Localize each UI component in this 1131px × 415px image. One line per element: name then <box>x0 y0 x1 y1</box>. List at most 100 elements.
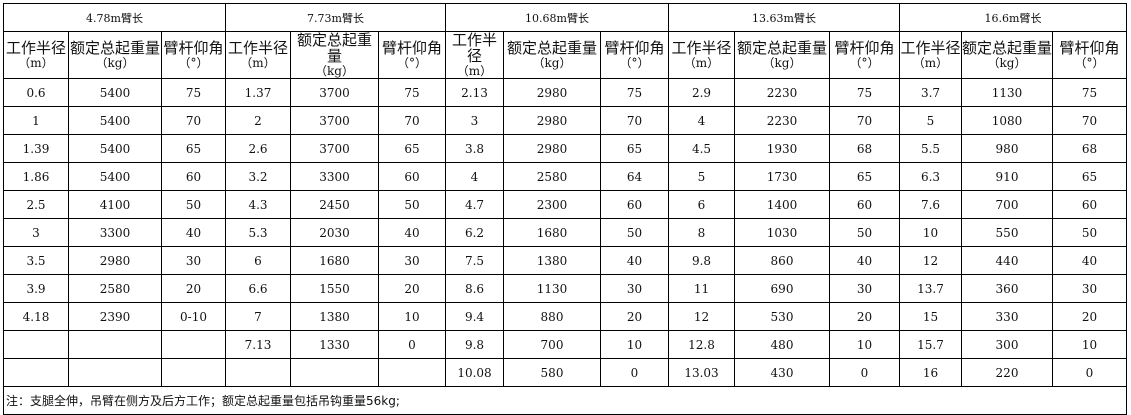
working-radius-cell: 4.3 <box>225 190 291 219</box>
working-radius-cell: 5 <box>668 162 735 191</box>
table-row: 4.18 2390 0-10 7 1380 10 9.4 880 20 12 530 20 15 330 2… <box>3 302 1127 331</box>
column-header: 臂杆仰角 （°） <box>161 31 226 79</box>
column-header-row: 工作半径 （m） 额定总起重量 （kg） 臂杆仰角 （°） 工作半径 （m） 额定总起重量 （kg… <box>3 31 1127 79</box>
rated-load-cell: 3700 <box>290 78 379 107</box>
column-header-label: 额定总起重量 <box>962 39 1053 57</box>
working-radius-cell: 5.5 <box>899 134 962 163</box>
working-radius-cell <box>3 330 69 359</box>
boom-angle-cell: 70 <box>829 106 900 135</box>
boom-angle-cell: 65 <box>829 162 900 191</box>
boom-angle-cell: 60 <box>378 162 446 191</box>
rated-load-cell: 430 <box>734 358 830 387</box>
boom-angle-cell: 68 <box>1052 134 1127 163</box>
working-radius-cell: 13.7 <box>899 274 962 303</box>
column-header: 臂杆仰角 （°） <box>1052 31 1127 79</box>
working-radius-cell: 15 <box>899 302 962 331</box>
boom-angle-cell: 30 <box>378 246 446 275</box>
working-radius-cell: 6.3 <box>899 162 962 191</box>
working-radius-cell: 6 <box>668 190 735 219</box>
rated-load-cell: 300 <box>961 330 1053 359</box>
table-row: 1.86 5400 60 3.2 3300 60 4 2580 64 5 1730 65 6.3 910 6… <box>3 162 1127 191</box>
boom-angle-cell: 75 <box>829 78 900 107</box>
boom-angle-cell: 30 <box>829 274 900 303</box>
boom-angle-cell: 50 <box>829 218 900 247</box>
boom-angle-cell: 70 <box>1052 106 1127 135</box>
working-radius-cell: 7.5 <box>445 246 504 275</box>
column-header-label: 臂杆仰角 <box>381 39 442 57</box>
rated-load-cell: 3300 <box>290 162 379 191</box>
column-header-unit: （kg） <box>95 56 135 70</box>
column-header-label: 额定总起重量 <box>506 39 597 57</box>
working-radius-cell: 15.7 <box>899 330 962 359</box>
working-radius-cell: 6.2 <box>445 218 504 247</box>
working-radius-cell: 1 <box>3 106 69 135</box>
rated-load-cell <box>68 330 162 359</box>
working-radius-cell: 1.86 <box>3 162 69 191</box>
table-row: 3.5 2980 30 6 1680 30 7.5 1380 40 9.8 860 40 12 440 40 <box>3 246 1127 275</box>
boom-angle-cell <box>378 358 446 387</box>
working-radius-cell: 1.39 <box>3 134 69 163</box>
column-header-label: 工作半径 <box>227 39 288 57</box>
boom-angle-cell: 10 <box>829 330 900 359</box>
boom-angle-cell: 65 <box>1052 162 1127 191</box>
rated-load-cell: 580 <box>503 358 601 387</box>
column-header-label: 额定总起重量 <box>736 39 827 57</box>
boom-length-header: 13.63m臂长 <box>668 3 900 32</box>
rated-load-cell: 2230 <box>734 78 830 107</box>
working-radius-cell: 3 <box>3 218 69 247</box>
boom-angle-cell: 20 <box>378 274 446 303</box>
column-header-label: 工作半径 <box>5 39 66 57</box>
boom-angle-cell: 40 <box>1052 246 1127 275</box>
boom-angle-cell: 65 <box>600 134 669 163</box>
working-radius-cell: 5.3 <box>225 218 291 247</box>
column-header-unit: （kg） <box>987 56 1027 70</box>
column-header: 工作半径 （m） <box>899 31 962 79</box>
working-radius-cell: 4.7 <box>445 190 504 219</box>
column-header: 工作半径 （m） <box>668 31 735 79</box>
working-radius-cell: 3.2 <box>225 162 291 191</box>
rated-load-cell: 440 <box>961 246 1053 275</box>
rated-load-cell: 330 <box>961 302 1053 331</box>
boom-angle-cell: 20 <box>600 302 669 331</box>
column-header: 额定总起重量 （kg） <box>734 31 830 79</box>
rated-load-cell: 1550 <box>290 274 379 303</box>
rated-load-cell: 880 <box>503 302 601 331</box>
rated-load-cell: 860 <box>734 246 830 275</box>
rated-load-cell: 2450 <box>290 190 379 219</box>
working-radius-cell: 8 <box>668 218 735 247</box>
table-row: 0.6 5400 75 1.37 3700 75 2.13 2980 75 2.9 2230 75 3.… <box>3 78 1127 107</box>
rated-load-cell: 360 <box>961 274 1053 303</box>
rated-load-cell: 2980 <box>503 78 601 107</box>
working-radius-cell: 4.5 <box>668 134 735 163</box>
boom-angle-cell: 64 <box>600 162 669 191</box>
boom-angle-cell: 50 <box>161 190 226 219</box>
boom-length-header: 16.6m臂长 <box>899 3 1127 32</box>
boom-angle-cell: 10 <box>1052 330 1127 359</box>
working-radius-cell: 4 <box>445 162 504 191</box>
rated-load-cell: 480 <box>734 330 830 359</box>
working-radius-cell: 2.5 <box>3 190 69 219</box>
rated-load-cell: 5400 <box>68 162 162 191</box>
rated-load-cell: 2230 <box>734 106 830 135</box>
column-header-label: 额定总起重量 <box>296 31 372 65</box>
rated-load-cell: 5400 <box>68 106 162 135</box>
rated-load-cell: 1680 <box>503 218 601 247</box>
working-radius-cell: 7.6 <box>899 190 962 219</box>
rated-load-cell: 1130 <box>961 78 1053 107</box>
table-row: 3.9 2580 20 6.6 1550 20 8.6 1130 30 11 690 30 13.7 36… <box>3 274 1127 303</box>
rated-load-cell: 700 <box>961 190 1053 219</box>
column-header: 臂杆仰角 （°） <box>829 31 900 79</box>
rated-load-cell: 2030 <box>290 218 379 247</box>
working-radius-cell <box>225 358 291 387</box>
rated-load-cell: 3700 <box>290 106 379 135</box>
working-radius-cell: 9.8 <box>668 246 735 275</box>
table-row: 3 3300 40 5.3 2030 40 6.2 1680 50 8 1030 50 10 550 50 <box>3 218 1127 247</box>
column-header: 额定总起重量 （kg） <box>503 31 601 79</box>
boom-angle-cell: 50 <box>600 218 669 247</box>
column-header-unit: （°） <box>1074 56 1105 70</box>
boom-angle-cell: 65 <box>161 134 226 163</box>
working-radius-cell: 2 <box>225 106 291 135</box>
boom-angle-cell: 68 <box>829 134 900 163</box>
column-header: 额定总起重量 （kg） <box>961 31 1053 79</box>
working-radius-cell: 3 <box>445 106 504 135</box>
